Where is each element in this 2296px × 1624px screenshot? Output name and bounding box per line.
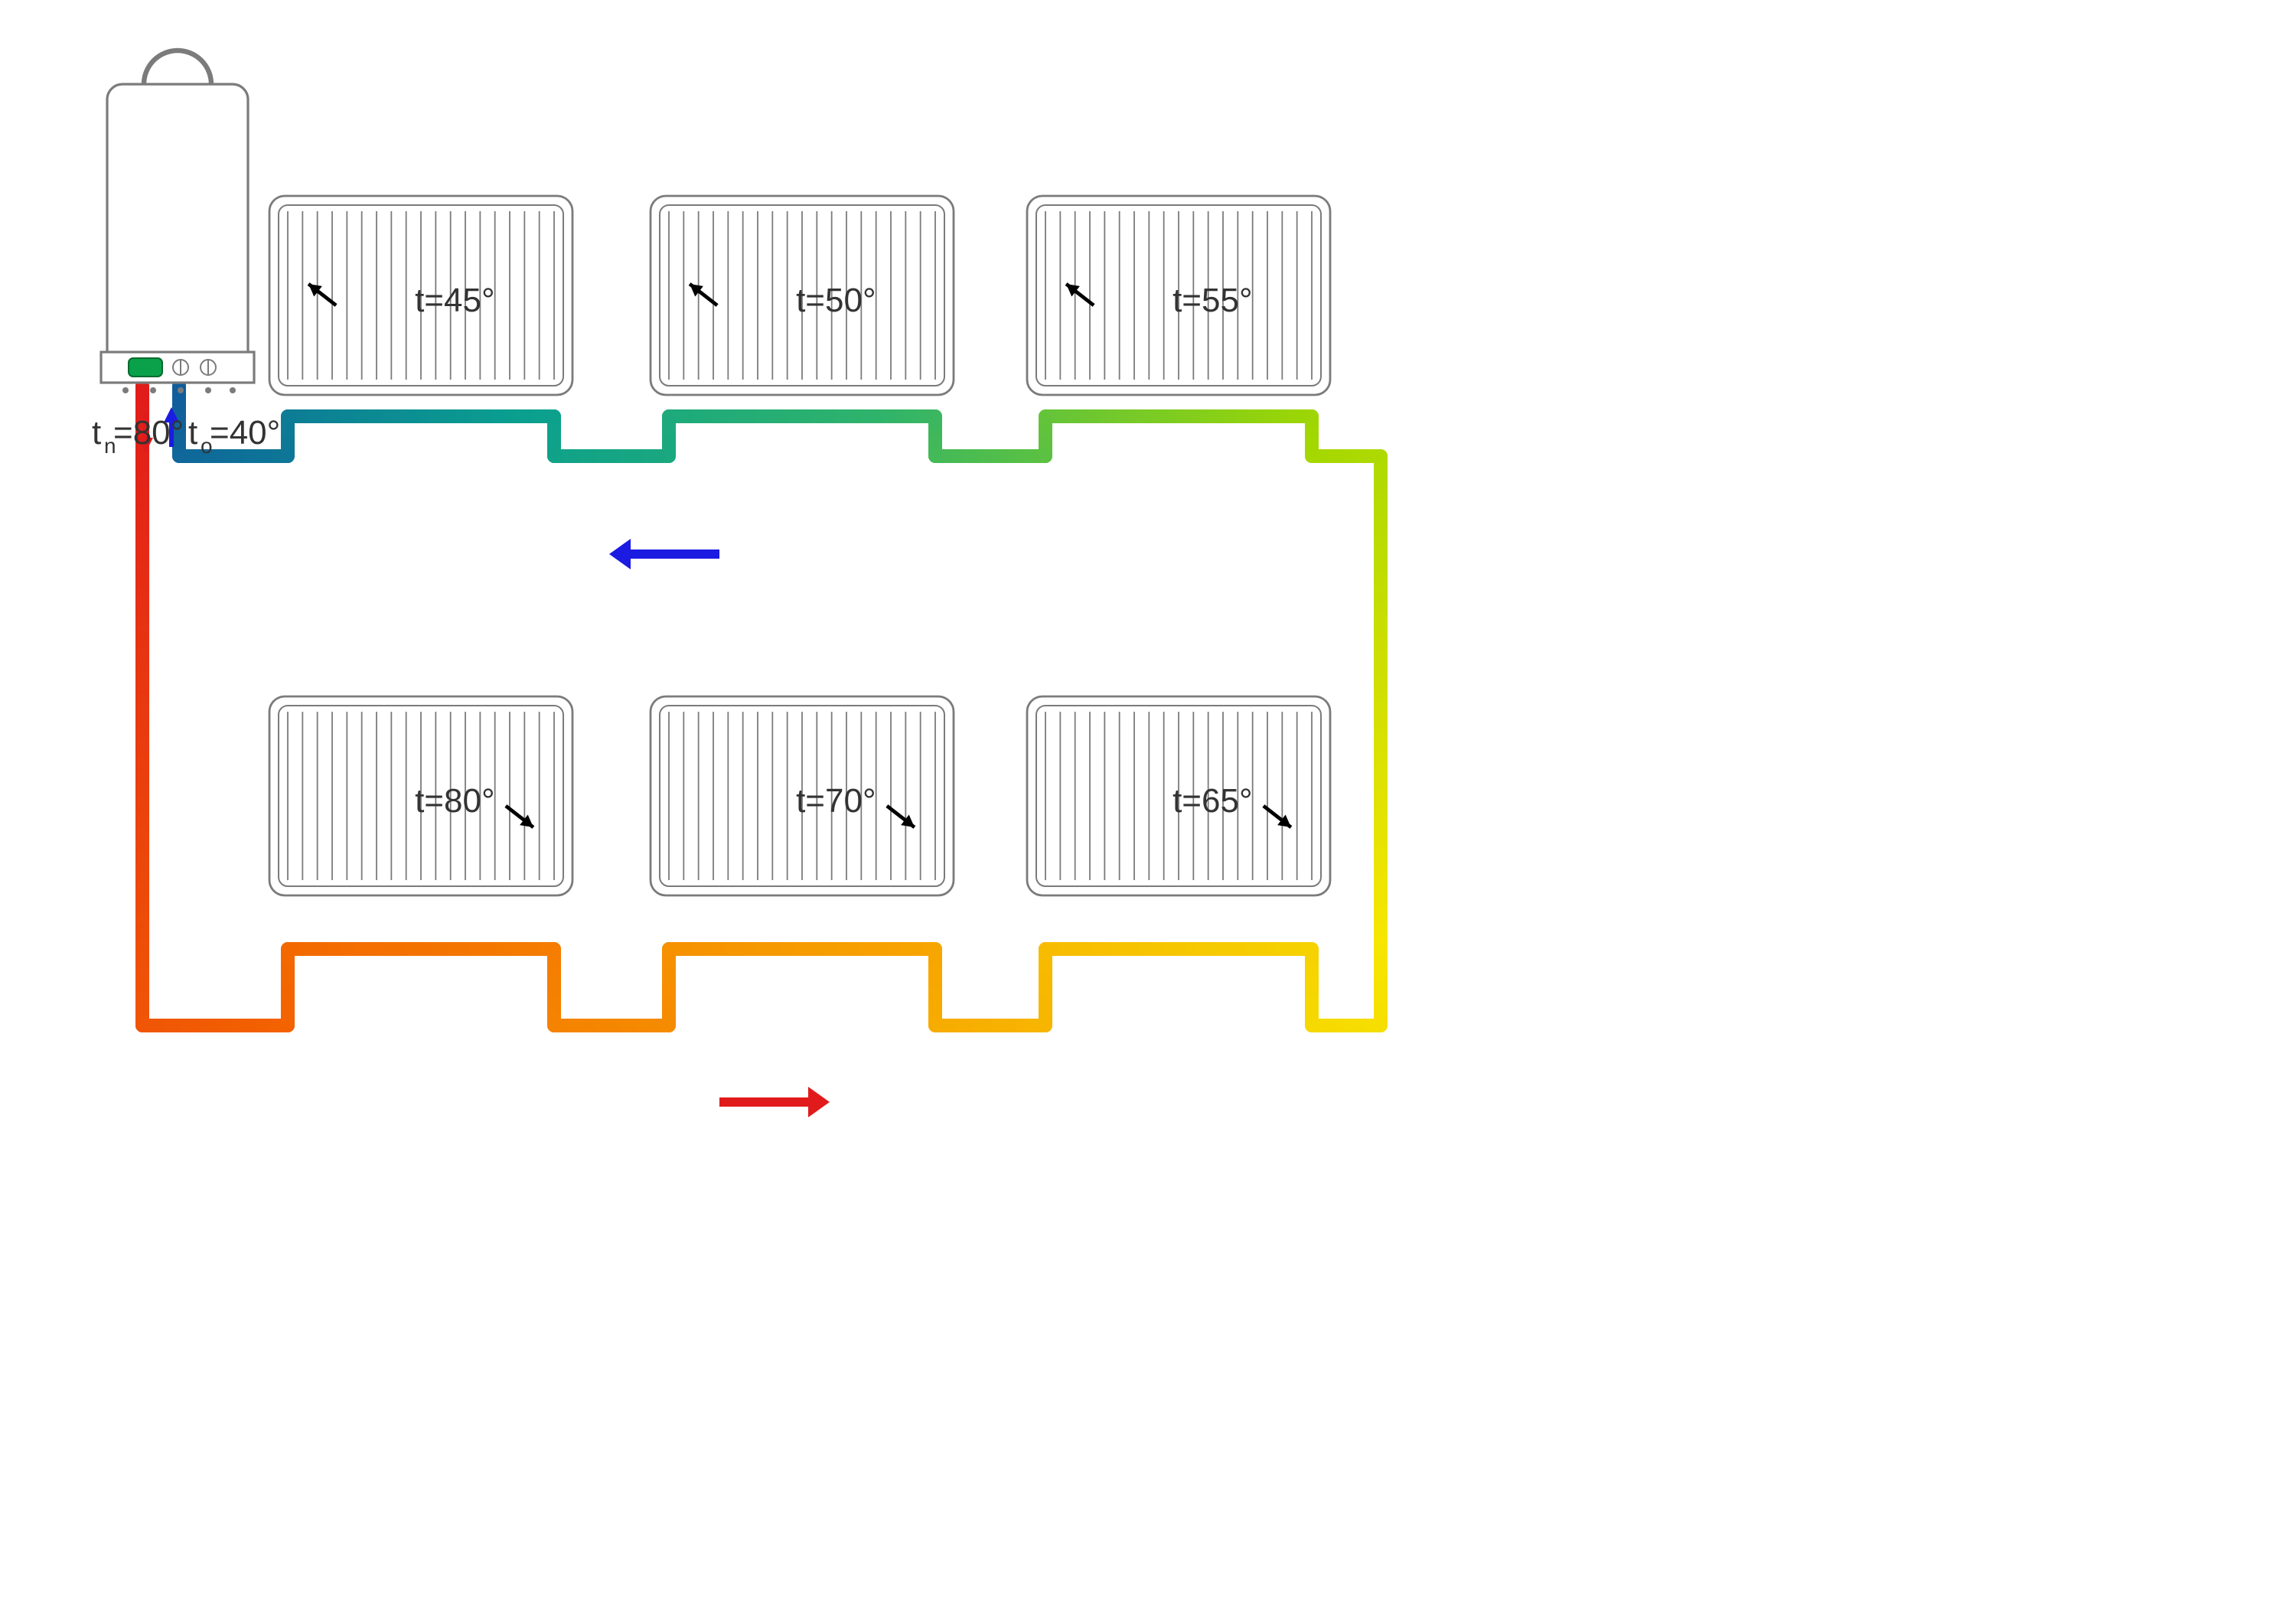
- boiler: [101, 51, 254, 393]
- radiator-temp-label: t=50°: [796, 282, 876, 319]
- radiator-r5: t=70°: [651, 696, 954, 895]
- svg-text:t: t: [188, 414, 197, 452]
- return-temp-label: to=40°: [188, 414, 280, 458]
- svg-text:t: t: [92, 414, 101, 452]
- supply-flow-arrow: [719, 1087, 830, 1117]
- svg-text:=80°: =80°: [113, 414, 184, 452]
- radiator-temp-label: t=65°: [1172, 782, 1252, 820]
- svg-text:=40°: =40°: [210, 414, 280, 452]
- radiator-temp-label: t=70°: [796, 782, 876, 820]
- radiator-temp-label: t=55°: [1172, 282, 1252, 319]
- radiator-r2: t=50°: [651, 196, 954, 395]
- heating-diagram: tn=80°to=40°t=45°t=50°t=55°t=80°t=70°t=6…: [0, 0, 2296, 1624]
- radiator-r3: t=55°: [1027, 196, 1330, 395]
- return-flow-arrow: [609, 539, 719, 569]
- radiator-temp-label: t=80°: [415, 782, 494, 820]
- radiator-r4: t=80°: [269, 696, 572, 895]
- radiator-temp-label: t=45°: [415, 282, 494, 319]
- boiler-indicator: [129, 358, 162, 377]
- radiator-r6: t=65°: [1027, 696, 1330, 895]
- radiator-r1: t=45°: [269, 196, 572, 395]
- supply-temp-label: tn=80°: [92, 414, 184, 458]
